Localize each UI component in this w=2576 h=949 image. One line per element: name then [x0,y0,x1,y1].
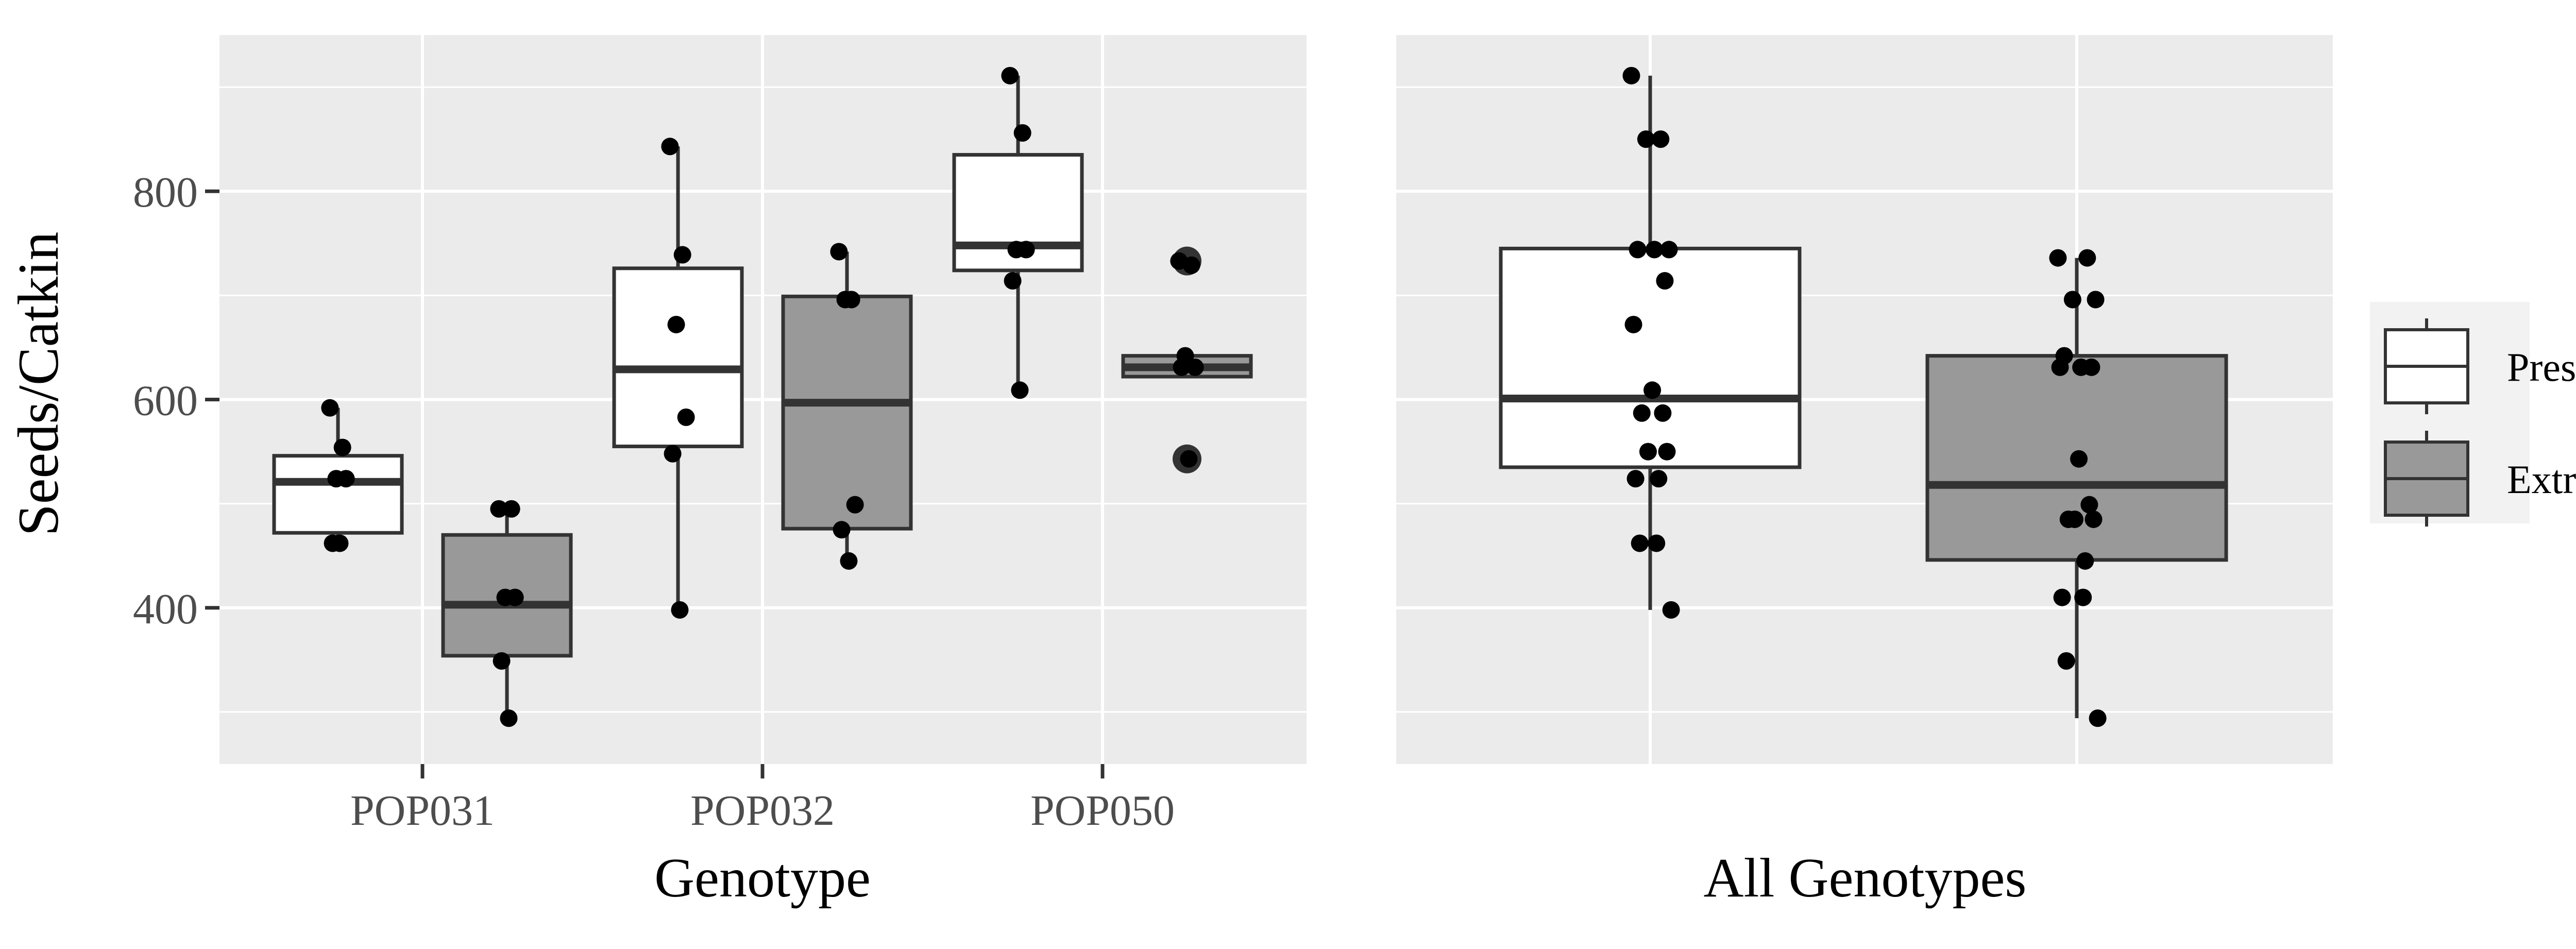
extracted-pop031-point [506,588,524,606]
present-all-point [1629,241,1647,259]
x-axis-title-left: Genotype [654,848,871,909]
present-pop031-point [331,534,349,552]
extracted-all-point [2049,249,2067,267]
extracted-all-point [2084,510,2103,528]
present-pop050-point [1011,381,1029,399]
present-all-point [1631,534,1649,552]
present-all-point [1650,470,1668,488]
present-pop050-point [1013,124,1031,142]
present-all-point [1633,404,1651,422]
present-all-point [1622,66,1640,84]
extracted-pop031-point [500,709,518,727]
extracted-all-point [2080,496,2098,514]
extracted-all-point [2053,588,2071,606]
right-panel [1396,35,2333,764]
extracted-pop032-point [836,291,854,309]
extracted-all-point [2070,450,2088,468]
extracted-all-point [2078,249,2096,267]
present-pop032-point [673,246,691,264]
extracted-pop031-point [490,500,508,518]
present-all-point [1658,443,1676,461]
legend-label: Present [2507,345,2576,389]
present-pop032-point [664,445,682,463]
extracted-pop032-box [781,294,913,531]
present-all-box [1499,246,1802,469]
extracted-all-point [2089,709,2107,727]
present-all-point [1654,404,1672,422]
present-pop032-point [677,408,695,426]
present-pop050-point [1001,66,1019,84]
present-all-point [1648,534,1666,552]
present-pop031-point [321,399,339,417]
present-pop032-point [671,601,689,619]
present-all-point [1637,130,1655,148]
present-pop032-point [667,315,685,333]
present-pop031-box [272,454,404,535]
extracted-all-point [2082,358,2100,376]
present-all-point [1646,241,1664,259]
extracted-all-point [2087,291,2105,309]
x-tick-label: POP031 [350,787,495,835]
y-axis-title: Seeds/Catkin [7,231,71,536]
extracted-pop032-point [830,243,848,261]
extracted-all-point [2074,588,2092,606]
extracted-pop032-point [833,521,851,539]
present-all-point [1660,241,1678,259]
extracted-pop050-point [1182,256,1200,274]
extracted-all-point [2063,291,2081,309]
extracted-pop032-point [846,496,864,514]
x-axis-title-right: All Genotypes [1704,848,2027,909]
legend: Present Extracted [2370,302,2576,527]
extracted-all-point [2051,358,2069,376]
present-all-point [1662,601,1680,619]
extracted-pop050-point [1173,358,1191,376]
present-all-point [1656,272,1674,290]
present-pop031-point [333,438,351,456]
extracted-all-point [2065,510,2083,528]
x-tick-label: POP032 [690,787,835,835]
x-tick-label: POP050 [1030,787,1175,835]
present-all-point [1652,130,1670,148]
present-pop032-point [661,138,679,156]
legend-label: Extracted [2507,457,2576,502]
extracted-pop031-point [493,652,511,670]
extracted-pop050-point [1186,358,1204,376]
y-tick-label: 400 [133,585,198,633]
present-pop050-point [1017,241,1035,259]
left-panel: 400 600 800 POP031 POP032 POP050 [133,35,1307,835]
extracted-pop032-point [840,552,858,570]
present-all-point [1643,381,1662,399]
present-pop031-point [337,470,355,488]
present-pop050-point [1004,272,1022,290]
extracted-pop050-point [1180,450,1198,468]
present-all-point [1639,443,1657,461]
y-tick-label: 600 [133,377,198,425]
y-tick-label: 800 [133,168,198,216]
extracted-all-point [2057,652,2075,670]
extracted-pop031-point [502,500,520,518]
extracted-all-point [2076,552,2094,570]
present-all-point [1624,315,1642,333]
present-all-point [1626,470,1645,488]
